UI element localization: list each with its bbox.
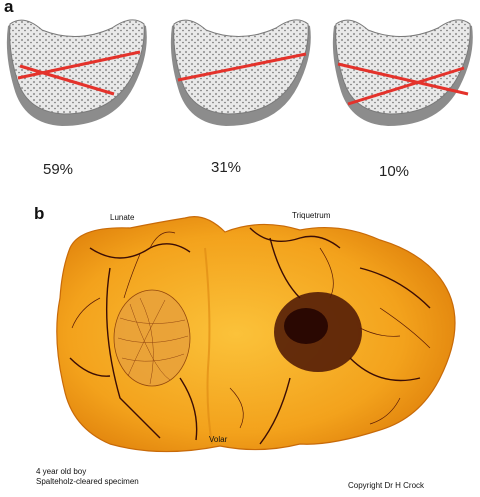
label-triquetrum: Triquetrum — [292, 211, 331, 220]
bone-illustration-2 — [170, 19, 311, 126]
label-lunate: Lunate — [110, 213, 135, 222]
panel-b-letter: b — [34, 204, 45, 223]
caption-line-1: 4 year old boy — [36, 467, 87, 476]
copyright-text: Copyright Dr H Crock — [348, 481, 425, 490]
bone-illustration-1 — [6, 19, 147, 126]
bone-illustration-3 — [332, 19, 473, 126]
percent-label-3: 10% — [379, 163, 410, 180]
percent-label-2: 31% — [211, 159, 242, 176]
caption-line-2: Spalteholz-cleared specimen — [36, 477, 139, 486]
cleared-specimen-image — [56, 216, 456, 453]
percent-label-1: 59% — [43, 161, 74, 178]
panel-a-letter: a — [4, 0, 14, 16]
label-volar: Volar — [209, 435, 228, 444]
